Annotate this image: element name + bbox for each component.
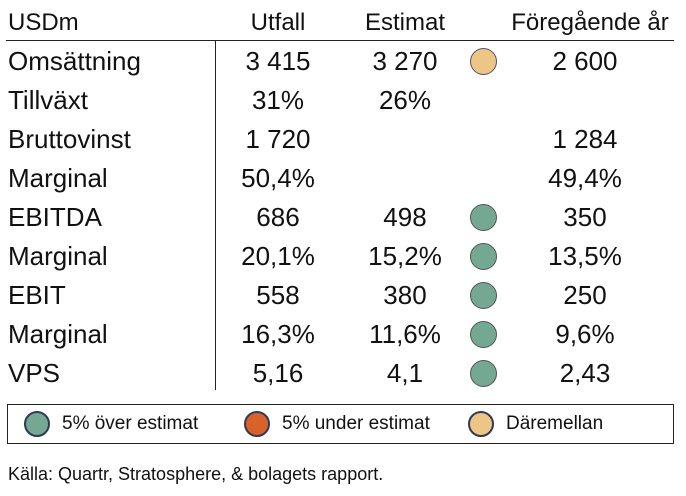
row-label: EBITDA [8, 202, 102, 232]
estimat-value: 4,1 [386, 358, 424, 388]
above-estimate-dot-icon [24, 410, 50, 437]
between-dot-icon [468, 410, 494, 437]
status-indicator-icon [470, 243, 497, 270]
previous-year-value: 2 600 [552, 46, 618, 76]
previous-year-value: 350 [563, 202, 607, 232]
previous-year-value: 250 [563, 280, 607, 310]
row-label: Marginal [8, 241, 108, 271]
previous-year-value: 1 284 [552, 124, 618, 154]
table-row: Tillväxt 31% 26% [0, 81, 686, 120]
header-estimat: Estimat [364, 9, 445, 36]
utfall-value: 31% [251, 85, 305, 115]
legend-item-below: 5% under estimat [244, 405, 430, 442]
below-estimate-dot-icon [244, 410, 270, 437]
table-row: VPS 5,16 4,1 2,43 [0, 354, 686, 393]
table-row: Marginal 50,4% 49,4% [0, 159, 686, 198]
estimat-value: 498 [383, 202, 427, 232]
row-label: Omsättning [8, 46, 141, 76]
utfall-value: 558 [256, 280, 300, 310]
previous-year-value: 9,6% [555, 319, 615, 349]
table-row: EBIT 558 380 250 [0, 276, 686, 315]
header-unit: USDm [8, 9, 79, 36]
table-row: Marginal 16,3% 11,6% 9,6% [0, 315, 686, 354]
utfall-value: 3 415 [245, 46, 311, 76]
row-label: EBIT [8, 280, 66, 310]
status-indicator-icon [470, 360, 497, 387]
utfall-value: 50,4% [241, 163, 315, 193]
legend-label-below: 5% under estimat [282, 412, 430, 434]
utfall-value: 5,16 [252, 358, 304, 388]
estimat-value: 11,6% [369, 319, 441, 349]
row-label: VPS [8, 358, 61, 388]
row-label: Bruttovinst [8, 124, 131, 154]
legend-label-between: Däremellan [506, 412, 604, 434]
previous-year-value: 2,43 [559, 358, 611, 388]
legend-item-between: Däremellan [468, 405, 603, 442]
table-row: EBITDA 686 498 350 [0, 198, 686, 237]
source-note: Källa: Quartr, Stratosphere, & bolagets … [8, 464, 384, 484]
header-previous-year: Föregående år [511, 9, 669, 36]
row-label: Marginal [8, 163, 108, 193]
status-indicator-icon [470, 204, 497, 231]
estimat-value: 26% [378, 85, 432, 115]
previous-year-value: 13,5% [548, 241, 622, 271]
header-utfall: Utfall [250, 9, 306, 36]
legend: 5% över estimat 5% under estimat Däremel… [7, 404, 674, 444]
row-label: Tillväxt [8, 85, 88, 115]
utfall-value: 16,3% [241, 319, 315, 349]
previous-year-value: 49,4% [548, 163, 622, 193]
status-indicator-icon [470, 282, 497, 309]
table-row: Bruttovinst 1 720 1 284 [0, 120, 686, 159]
table-row: Marginal 20,1% 15,2% 13,5% [0, 237, 686, 276]
estimat-value: 380 [383, 280, 427, 310]
status-indicator-icon [470, 48, 497, 75]
table-row: Omsättning 3 415 3 270 2 600 [0, 42, 686, 81]
estimat-value: 3 270 [372, 46, 438, 76]
utfall-value: 1 720 [245, 124, 311, 154]
header-divider [6, 40, 674, 41]
utfall-value: 20,1% [241, 241, 315, 271]
estimat-value: 15,2% [368, 241, 442, 271]
utfall-value: 686 [256, 202, 300, 232]
legend-item-above: 5% över estimat [24, 405, 198, 442]
row-label: Marginal [8, 319, 108, 349]
legend-label-above: 5% över estimat [62, 412, 199, 434]
status-indicator-icon [470, 321, 497, 348]
label-column-divider [215, 41, 216, 390]
